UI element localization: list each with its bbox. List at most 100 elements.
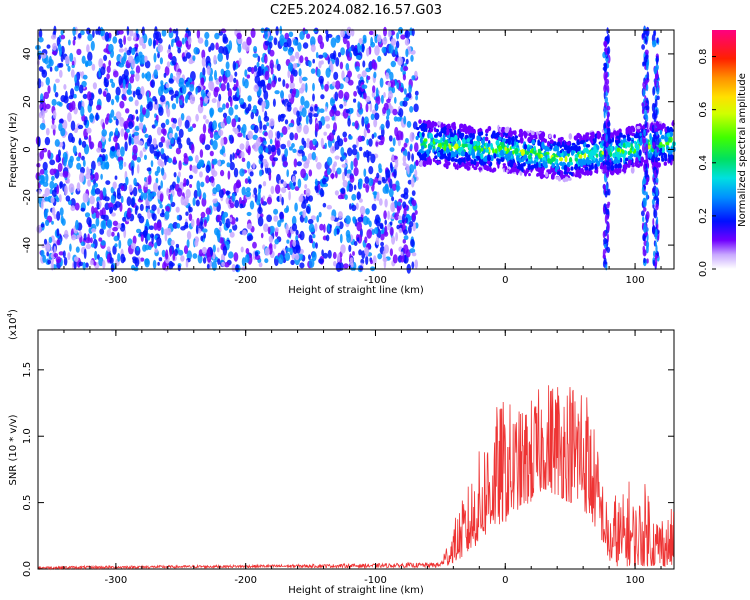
noise-cell [389, 79, 396, 88]
noise-cell [158, 141, 164, 148]
noise-cell [394, 96, 397, 104]
noise-cell [56, 211, 61, 221]
noise-cell [397, 219, 404, 224]
signal-cell [458, 132, 463, 139]
noise-cell [403, 192, 409, 200]
noise-cell [228, 199, 232, 205]
noise-cell [92, 29, 95, 38]
signal-cell [545, 171, 549, 178]
signal-cell [477, 149, 480, 153]
signal-cell [666, 144, 669, 150]
noise-cell [312, 241, 316, 249]
signal-cell [662, 122, 665, 129]
noise-cell [100, 214, 106, 220]
noise-cell [233, 77, 237, 83]
noise-cell [411, 75, 416, 81]
colorbar-tick-label: 0.6 [698, 102, 709, 118]
noise-cell [106, 92, 111, 103]
noise-cell [411, 213, 416, 221]
noise-cell [136, 246, 140, 251]
noise-cell [51, 98, 57, 106]
noise-cell [332, 50, 337, 61]
noise-cell [308, 169, 313, 177]
noise-cell [390, 60, 396, 68]
stripe-cell [607, 145, 611, 155]
noise-cell [324, 106, 328, 112]
noise-cell [46, 251, 49, 257]
signal-cell [471, 163, 475, 169]
signal-cell [442, 133, 446, 140]
noise-cell [117, 252, 121, 262]
signal-cell [664, 135, 669, 143]
noise-cell [268, 41, 273, 49]
noise-cell [129, 29, 134, 37]
noise-cell [109, 206, 114, 214]
noise-cell [188, 59, 194, 65]
noise-cell [89, 259, 94, 266]
noise-cell [395, 232, 398, 242]
noise-cell [344, 77, 349, 83]
noise-cell [287, 104, 292, 112]
colorbar: 0.00.20.40.60.8 Normalized spectral ampl… [698, 30, 748, 277]
noise-cell [257, 55, 261, 63]
signal-cell [610, 164, 615, 171]
noise-cell [253, 125, 259, 134]
noise-cell [180, 226, 186, 231]
noise-cell [180, 255, 185, 262]
stripe-cell [641, 210, 645, 217]
noise-cell [279, 193, 282, 203]
noise-cell [411, 261, 415, 269]
noise-cell [134, 43, 139, 48]
noise-cell [347, 147, 353, 157]
noise-cell [361, 250, 366, 260]
noise-cell [324, 142, 328, 150]
noise-cell [63, 257, 68, 266]
signal-cell [526, 151, 530, 155]
noise-cell [383, 210, 387, 220]
noise-cell [254, 251, 259, 257]
noise-cell [185, 40, 189, 48]
signal-cell [551, 156, 556, 162]
noise-cell [239, 168, 245, 177]
signal-cell [462, 125, 466, 130]
noise-cell [57, 162, 63, 172]
noise-cell [240, 127, 244, 134]
noise-cell [126, 128, 130, 133]
noise-cell [385, 72, 390, 80]
noise-cell [414, 210, 418, 215]
noise-cell [265, 147, 269, 153]
noise-cell [291, 89, 296, 98]
noise-cell [235, 188, 239, 193]
noise-cell [328, 132, 334, 142]
stripe-cell [645, 211, 650, 220]
signal-cell [574, 157, 578, 162]
noise-cell [158, 257, 163, 262]
signal-cell [452, 124, 457, 131]
noise-cell [273, 215, 279, 222]
noise-cell [363, 183, 366, 188]
stripe-cell [656, 95, 660, 101]
signal-cell [567, 177, 572, 181]
noise-cell [134, 99, 139, 107]
noise-cell [295, 235, 299, 242]
signal-cell [612, 152, 617, 159]
noise-cell [170, 193, 173, 204]
signal-cell [527, 137, 532, 143]
noise-cell [324, 83, 329, 92]
noise-cell [39, 150, 45, 160]
noise-cell [52, 110, 57, 119]
signal-cell [454, 158, 458, 163]
x-tick-label: -100 [364, 575, 387, 586]
noise-cell [366, 47, 370, 57]
noise-cell [136, 164, 140, 174]
noise-cell [370, 153, 376, 164]
noise-cell [127, 82, 132, 92]
noise-cell [400, 34, 406, 40]
noise-cell [382, 250, 386, 260]
signal-cell [536, 173, 539, 177]
signal-cell [528, 154, 532, 160]
noise-cell [213, 131, 220, 141]
noise-cell [154, 248, 158, 253]
stripe-cell [643, 207, 647, 212]
noise-cell [402, 100, 408, 107]
